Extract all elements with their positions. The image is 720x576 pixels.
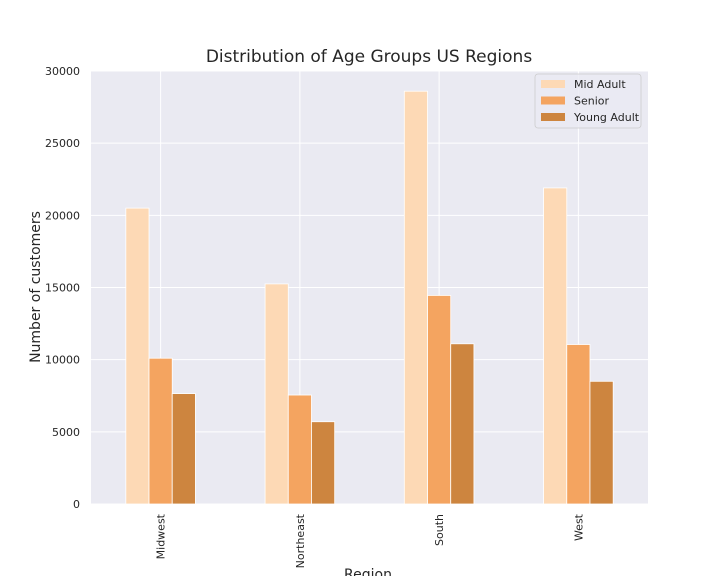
bar-young-adult-south <box>450 343 475 505</box>
y-tick-label: 0 <box>73 498 80 511</box>
legend-swatch <box>541 80 565 88</box>
bar-mid-adult-northeast <box>264 283 289 505</box>
bar-senior-south <box>427 295 452 505</box>
y-tick-label: 30000 <box>45 65 80 78</box>
bar-young-adult-northeast <box>311 421 336 505</box>
legend-label: Senior <box>574 95 610 108</box>
y-tick-label: 20000 <box>45 209 80 222</box>
bar-young-adult-midwest <box>171 393 196 505</box>
chart-title: Distribution of Age Groups US Regions <box>206 47 533 67</box>
bar-senior-west <box>566 344 591 505</box>
bar-mid-adult-west <box>543 187 568 505</box>
y-tick-label: 15000 <box>45 282 80 295</box>
y-tick-labels: 0 5000 10000 15000 20000 25000 30000 <box>45 65 80 511</box>
x-tick-label: Northeast <box>294 513 307 568</box>
bar-senior-northeast <box>287 394 312 505</box>
y-tick-label: 5000 <box>52 426 80 439</box>
legend-label: Mid Adult <box>574 78 626 91</box>
bar-young-adult-west <box>589 380 614 505</box>
legend-swatch <box>541 113 565 121</box>
x-tick-label: Midwest <box>155 513 168 559</box>
x-axis-label: Region <box>344 567 392 576</box>
bar-mid-adult-midwest <box>125 207 150 505</box>
y-tick-label: 25000 <box>45 137 80 150</box>
y-tick-label: 10000 <box>45 354 80 367</box>
x-tick-label: West <box>572 513 585 541</box>
y-axis-label: Number of customers <box>28 211 44 363</box>
bars <box>125 90 614 505</box>
bar-senior-midwest <box>148 357 173 505</box>
x-tick-label: South <box>433 514 446 546</box>
bar-mid-adult-south <box>403 90 428 505</box>
legend-label: Young Adult <box>573 111 640 124</box>
x-tick-labels: Midwest Northeast South West <box>155 513 586 568</box>
legend: Mid Adult Senior Young Adult <box>534 73 642 129</box>
legend-swatch <box>541 96 565 105</box>
